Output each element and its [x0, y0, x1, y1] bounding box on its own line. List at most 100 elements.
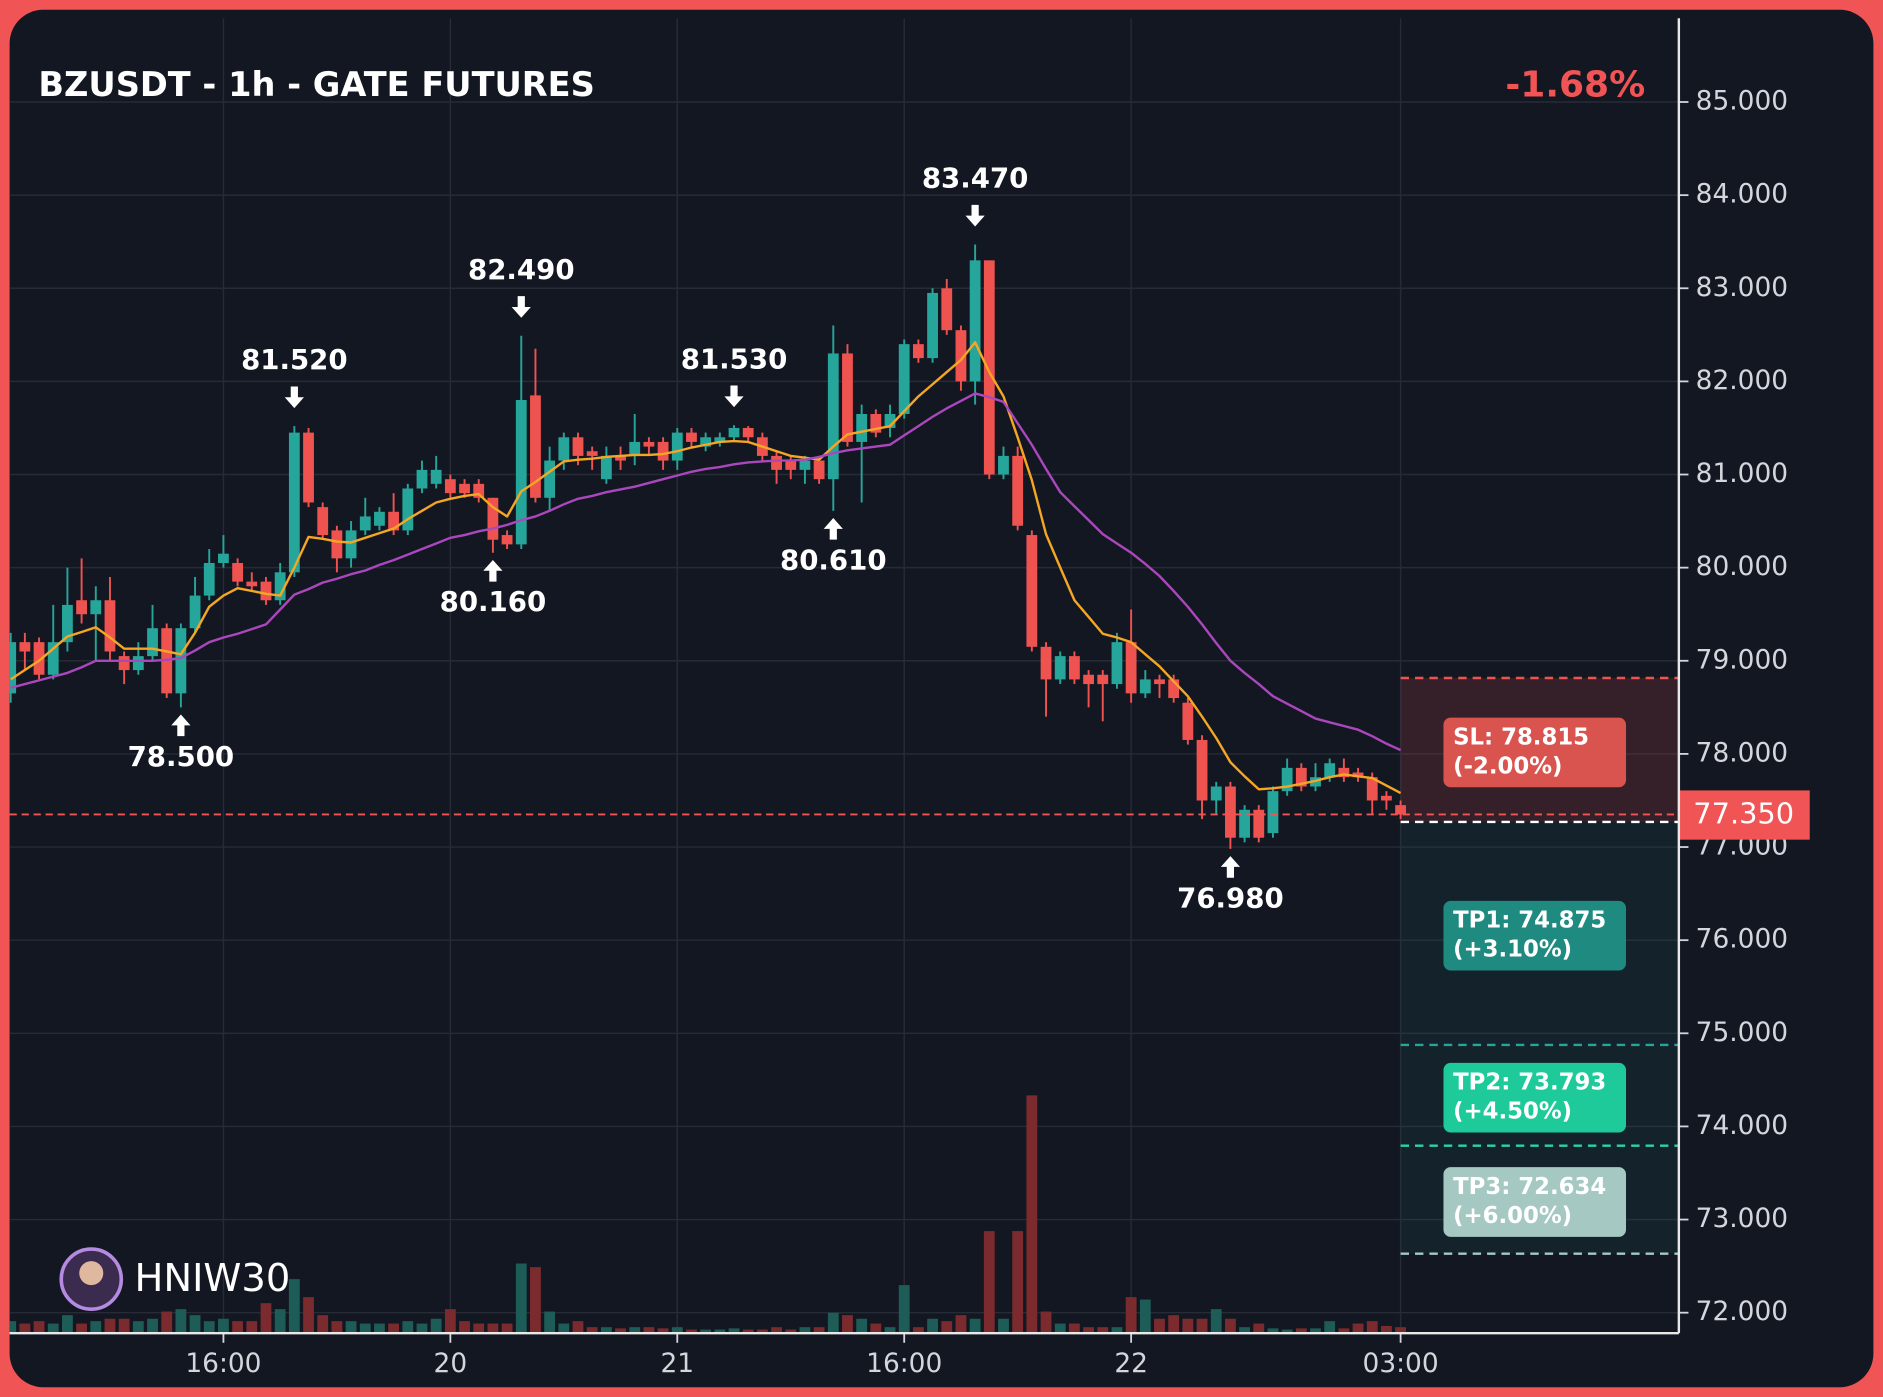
candle-body [1324, 763, 1336, 778]
volume-bar [1381, 1325, 1392, 1334]
volume-bar [1139, 1299, 1151, 1334]
volume-bar [1225, 1318, 1236, 1334]
volume-bar [827, 1312, 839, 1334]
volume-bar [132, 1321, 144, 1334]
candle-body [827, 353, 839, 480]
x-tick-label: 03:00 [1363, 1348, 1439, 1379]
level-badge [1443, 717, 1627, 788]
y-tick-label: 80.000 [1696, 551, 1788, 582]
candle-body [374, 511, 385, 526]
candle-body [544, 460, 556, 498]
x-tick-label: 21 [660, 1348, 694, 1379]
volume-bar [714, 1329, 726, 1334]
candle-body [813, 460, 825, 480]
candle-body [1239, 809, 1250, 838]
volume-bar [1168, 1315, 1180, 1334]
volume-bar [586, 1327, 598, 1334]
candle-body [33, 642, 45, 675]
volume-bar [104, 1318, 116, 1334]
volume-bar [1239, 1327, 1250, 1334]
candle-body [898, 344, 910, 414]
volume-bar [402, 1321, 414, 1334]
x-tick-label: 16:00 [866, 1348, 942, 1379]
candle-body [998, 455, 1009, 475]
grid [9, 18, 1679, 1334]
candle-body [218, 553, 229, 563]
chart-title: BZUSDT - 1h - GATE FUTURES [38, 65, 594, 104]
pivot-label: 81.520 [241, 343, 348, 376]
volume-bar [175, 1309, 187, 1334]
volume-bar [9, 1321, 17, 1334]
volume-bar [303, 1297, 314, 1334]
level-note: (-2.00%) [1453, 753, 1562, 779]
moving-average-line [10, 341, 1402, 795]
volume-bar [232, 1321, 244, 1334]
volume-bar [430, 1318, 442, 1334]
volume-bar [189, 1315, 201, 1334]
volume-bar [856, 1318, 868, 1334]
volume-bar [246, 1321, 258, 1334]
candle-body [629, 441, 641, 456]
last-price-badge [1678, 790, 1810, 840]
x-tick-label: 20 [434, 1348, 468, 1379]
volume-bar [700, 1329, 712, 1334]
volume-bar [359, 1323, 371, 1334]
candle-body [615, 455, 626, 461]
candle-body [260, 581, 272, 601]
volume-bar [1338, 1328, 1350, 1334]
x-tick-label: 16:00 [185, 1348, 261, 1379]
pivot-arrow [724, 385, 744, 408]
candle-body [19, 642, 31, 652]
candle-body [572, 437, 584, 456]
pivot-label: 81.530 [681, 342, 788, 375]
volume-bar [600, 1327, 612, 1334]
avatar-face [79, 1261, 104, 1286]
candle-body [288, 432, 300, 573]
candle-body [1111, 642, 1123, 685]
candle-body [742, 427, 754, 438]
level-note: (+6.00%) [1453, 1203, 1572, 1229]
volume-bar [1154, 1318, 1165, 1334]
volume-bar [544, 1311, 556, 1334]
candle-body [416, 469, 428, 489]
level-badge [1443, 900, 1627, 971]
volume-bar [756, 1329, 768, 1334]
volume-bar [473, 1323, 485, 1334]
candle-body [9, 642, 17, 694]
candle-body [274, 572, 286, 601]
candle-body [76, 600, 88, 615]
candle-body [856, 413, 868, 442]
level-label: TP1: 74.875 [1453, 908, 1606, 934]
pivot-arrow [823, 518, 843, 540]
volume-bar [1310, 1328, 1321, 1334]
candle-body [501, 535, 513, 545]
candle-body [317, 507, 329, 536]
volume-bar [686, 1329, 697, 1334]
candle-body [359, 516, 371, 531]
candle-body [118, 656, 130, 671]
y-tick-label: 72.000 [1696, 1296, 1788, 1327]
candle-body [1366, 777, 1378, 801]
candle-body [941, 288, 953, 331]
candle-body [90, 600, 102, 615]
y-tick-label: 85.000 [1696, 86, 1788, 117]
volume-bar [62, 1315, 73, 1334]
volume-bar [912, 1327, 924, 1334]
candle-body [1295, 767, 1307, 787]
y-tick-label: 78.000 [1696, 737, 1788, 768]
candle-body [388, 511, 400, 531]
pivot-arrow [511, 296, 531, 318]
candle-body [1182, 702, 1194, 740]
volume-bar [288, 1279, 300, 1334]
volume-bar [1083, 1327, 1094, 1334]
volume-bar [657, 1328, 669, 1334]
level-note: (+4.50%) [1453, 1099, 1572, 1125]
candle-body [870, 413, 882, 433]
volume-bar [1068, 1323, 1080, 1334]
volume-bar [1040, 1311, 1052, 1334]
candle-body [1196, 739, 1208, 801]
candle-body [842, 353, 853, 442]
volume-bar [374, 1323, 385, 1334]
level-label: SL: 78.815 [1453, 725, 1589, 751]
candle-body [345, 530, 357, 559]
